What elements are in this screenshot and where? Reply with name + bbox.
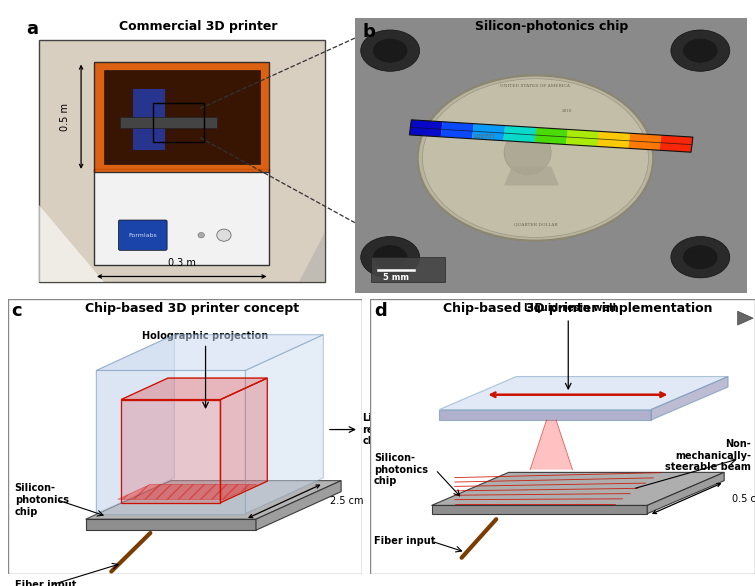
Polygon shape	[432, 472, 724, 505]
FancyBboxPatch shape	[120, 117, 217, 128]
FancyBboxPatch shape	[119, 220, 167, 250]
Circle shape	[372, 38, 408, 63]
Text: 2.5 cm: 2.5 cm	[331, 496, 364, 506]
Circle shape	[418, 76, 653, 241]
FancyBboxPatch shape	[94, 62, 270, 172]
FancyBboxPatch shape	[370, 299, 755, 574]
Circle shape	[217, 229, 231, 241]
Text: a: a	[26, 21, 38, 38]
Text: 0.3 m: 0.3 m	[168, 258, 196, 268]
Text: LIBERTY: LIBERTY	[473, 134, 495, 138]
Polygon shape	[96, 335, 323, 370]
Text: Silicon-photonics chip: Silicon-photonics chip	[475, 21, 627, 33]
Text: Fiber input: Fiber input	[14, 580, 76, 586]
Polygon shape	[535, 128, 568, 145]
Polygon shape	[439, 377, 728, 410]
Text: c: c	[11, 302, 22, 319]
Circle shape	[671, 237, 730, 278]
Text: Non-
mechanically-
steerable beam: Non- mechanically- steerable beam	[665, 440, 751, 472]
Polygon shape	[628, 133, 661, 150]
FancyBboxPatch shape	[94, 169, 270, 265]
Polygon shape	[39, 205, 104, 282]
Polygon shape	[504, 125, 537, 142]
Circle shape	[683, 38, 718, 63]
Polygon shape	[530, 420, 572, 469]
Text: Holographic projection: Holographic projection	[143, 331, 269, 340]
Polygon shape	[96, 370, 245, 514]
Text: Formlabs: Formlabs	[128, 233, 157, 238]
Circle shape	[671, 30, 730, 71]
FancyBboxPatch shape	[39, 40, 325, 282]
Polygon shape	[121, 378, 267, 400]
Circle shape	[361, 237, 420, 278]
Text: Silicon-
photonics
chip: Silicon- photonics chip	[374, 453, 428, 486]
FancyBboxPatch shape	[371, 257, 445, 282]
FancyBboxPatch shape	[355, 18, 747, 293]
Polygon shape	[660, 135, 693, 152]
Text: 0.5 m: 0.5 m	[60, 103, 70, 131]
Polygon shape	[298, 233, 325, 282]
Ellipse shape	[504, 131, 551, 175]
Circle shape	[372, 245, 408, 270]
Circle shape	[198, 233, 205, 238]
Text: Commercial 3D printer: Commercial 3D printer	[119, 21, 277, 33]
Text: Fiber input: Fiber input	[374, 536, 435, 546]
Polygon shape	[651, 377, 728, 420]
Polygon shape	[85, 519, 256, 530]
Polygon shape	[245, 335, 323, 514]
Polygon shape	[220, 378, 267, 503]
FancyBboxPatch shape	[104, 70, 260, 163]
Polygon shape	[409, 120, 442, 137]
Polygon shape	[96, 335, 174, 514]
Polygon shape	[738, 311, 753, 325]
Text: Chip-based 3D printer concept: Chip-based 3D printer concept	[85, 302, 299, 315]
Text: UNITED STATES OF AMERICA: UNITED STATES OF AMERICA	[501, 84, 571, 88]
Polygon shape	[118, 484, 257, 499]
Text: b: b	[362, 23, 375, 41]
Text: Liquid-
resin
chamber: Liquid- resin chamber	[362, 413, 410, 446]
Polygon shape	[647, 472, 724, 514]
Circle shape	[361, 30, 420, 71]
Polygon shape	[85, 481, 341, 519]
Text: 0.5 cm: 0.5 cm	[732, 493, 755, 503]
Polygon shape	[565, 130, 599, 146]
Text: Liquid-resin well: Liquid-resin well	[524, 303, 616, 313]
Polygon shape	[597, 131, 630, 148]
Polygon shape	[441, 122, 474, 139]
Polygon shape	[121, 400, 220, 503]
Text: 5 mm: 5 mm	[383, 273, 409, 282]
FancyBboxPatch shape	[133, 89, 165, 150]
Text: 2018: 2018	[562, 109, 572, 113]
Text: QUARTER DOLLAR: QUARTER DOLLAR	[513, 222, 557, 226]
Polygon shape	[472, 124, 505, 141]
Text: Silicon-
photonics
chip: Silicon- photonics chip	[14, 483, 69, 516]
Polygon shape	[256, 481, 341, 530]
Text: Chip-based 3D printer implementation: Chip-based 3D printer implementation	[443, 302, 713, 315]
FancyBboxPatch shape	[8, 299, 362, 574]
Circle shape	[422, 79, 649, 237]
Text: d: d	[374, 302, 387, 319]
Polygon shape	[504, 166, 559, 186]
Polygon shape	[432, 505, 647, 514]
Circle shape	[683, 245, 718, 270]
Polygon shape	[439, 410, 651, 420]
